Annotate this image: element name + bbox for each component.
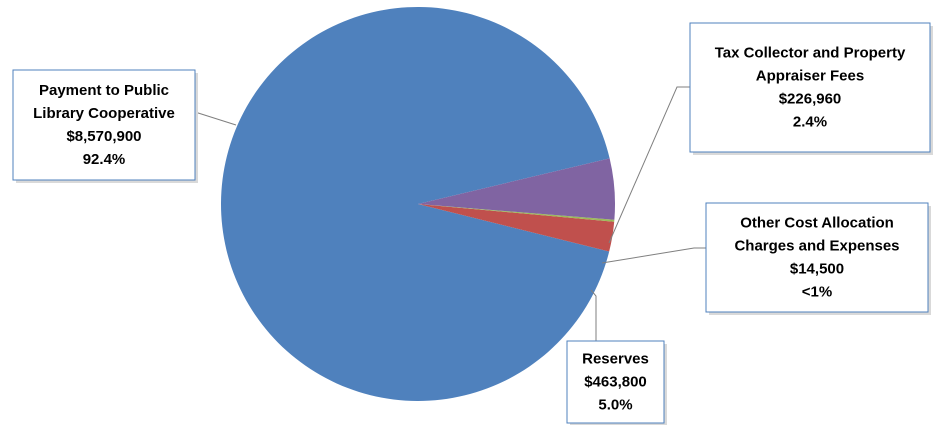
label-percent: <1%	[802, 284, 832, 301]
leader-line-tax-collector-fees	[608, 86, 690, 244]
slice-labels: Payment to Public Library Cooperative $8,5…	[12, 22, 933, 425]
leader-line-reserves	[590, 289, 597, 341]
pie-slices	[220, 6, 616, 401]
pie-slice-payment-to-public-library	[220, 6, 610, 401]
label-name-line: Payment to Public	[39, 82, 169, 99]
pie-slice-other-cost-allocation	[418, 204, 615, 222]
slice-label-reserves: Reserves $463,800 5.0%	[566, 340, 667, 425]
slice-label-tax-collector-fees: Tax Collector and Property Appraiser Fees…	[689, 22, 933, 155]
label-name-line: Other Cost Allocation	[740, 215, 894, 232]
label-box	[566, 340, 665, 424]
slice-label-other-cost-allocation: Other Cost Allocation Charges and Expense…	[705, 202, 931, 315]
label-box	[689, 22, 931, 153]
label-amount: $8,570,900	[66, 128, 141, 145]
label-box	[705, 202, 929, 313]
label-name-line: Appraiser Fees	[756, 68, 864, 85]
label-name-line: Tax Collector and Property	[715, 45, 906, 62]
label-percent: 2.4%	[793, 114, 827, 131]
label-amount: $226,960	[779, 91, 842, 108]
label-amount: $463,800	[584, 374, 647, 391]
pie-slice-reserves	[418, 158, 616, 220]
leader-line-other-cost-allocation	[601, 247, 706, 264]
label-percent: 92.4%	[83, 151, 126, 168]
slice-label-payment-to-public-library: Payment to Public Library Cooperative $8,5…	[12, 69, 198, 183]
label-name-line: Charges and Expenses	[734, 238, 899, 255]
label-box	[12, 69, 196, 181]
leader-lines	[194, 86, 706, 341]
label-percent: 5.0%	[598, 397, 632, 414]
leader-line-payment-to-public-library	[194, 111, 237, 126]
label-name-line: Reserves	[582, 351, 649, 368]
label-amount: $14,500	[790, 261, 844, 278]
label-name-line: Library Cooperative	[33, 105, 175, 122]
pie-slice-tax-collector-fees	[418, 204, 615, 252]
